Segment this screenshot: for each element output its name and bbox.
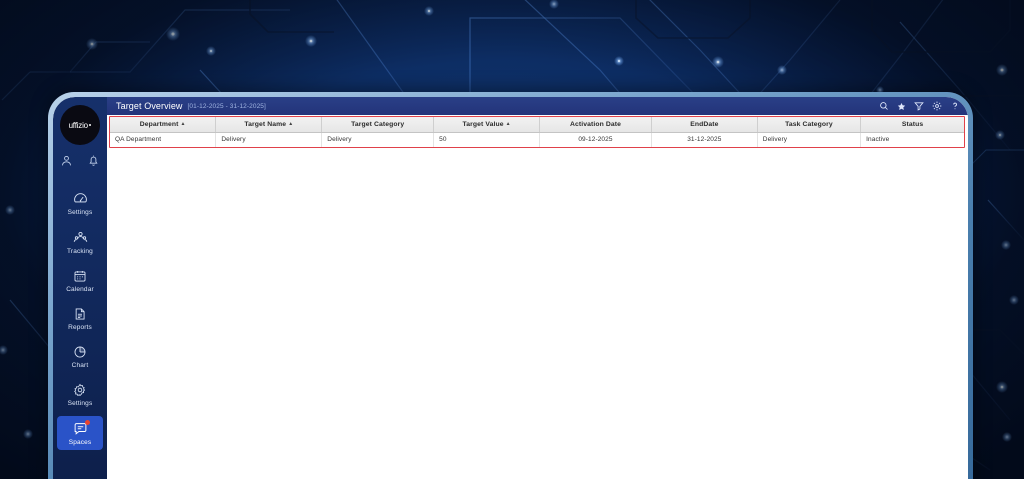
titlebar-icon-group: [879, 101, 960, 111]
sidebar-item-settings-dashboard[interactable]: Settings: [57, 186, 103, 220]
sidebar-item-calendar[interactable]: Calendar: [57, 264, 103, 297]
sidebar-item-label: Tracking: [67, 248, 93, 255]
main-content: Target Overview [01-12-2025 - 31-12-2025…: [107, 97, 968, 479]
logo-dot: [88, 123, 92, 127]
column-header-department[interactable]: Department ▲: [110, 117, 217, 133]
panel-titlebar: Target Overview [01-12-2025 - 31-12-2025…: [107, 97, 968, 115]
page-title: Target Overview: [116, 101, 183, 111]
column-label: Status: [901, 120, 924, 128]
target-overview-table: Department ▲ Target Name ▲ Target Category…: [110, 117, 964, 147]
search-icon[interactable]: [879, 101, 889, 111]
sort-caret-icon: ▲: [505, 120, 511, 127]
sidebar-item-tracking[interactable]: Tracking: [57, 225, 103, 259]
column-header-target-value[interactable]: Target Value ▲: [433, 117, 541, 133]
column-label: Department: [139, 120, 179, 128]
cell-activation-date: 09-12-2025: [539, 132, 652, 147]
cell-status: Inactive: [860, 132, 964, 147]
table-header-row: Department ▲ Target Name ▲ Target Category…: [110, 117, 964, 133]
column-label: Activation Date: [569, 120, 621, 128]
column-header-target-category[interactable]: Target Category: [321, 117, 435, 133]
sort-caret-icon: ▲: [180, 120, 186, 127]
gear-icon[interactable]: [932, 101, 942, 111]
sidebar-item-spaces[interactable]: Spaces: [57, 416, 103, 450]
cell-target-name: Delivery: [215, 132, 323, 147]
bell-icon[interactable]: [87, 154, 100, 172]
sidebar-item-label: Settings: [67, 400, 93, 407]
sidebar-top-icons: [60, 154, 100, 172]
cell-task-category: Delivery: [757, 132, 862, 147]
column-label: Task Category: [785, 120, 833, 128]
cell-end-date: 31-12-2025: [651, 132, 758, 147]
highlighted-table-region: Department ▲ Target Name ▲ Target Category…: [109, 116, 965, 148]
sidebar-item-reports[interactable]: Reports: [57, 302, 103, 335]
sidebar-item-chart[interactable]: Chart: [57, 340, 103, 373]
column-header-end-date[interactable]: EndDate: [651, 117, 758, 133]
star-icon[interactable]: [897, 102, 906, 111]
column-label: Target Value: [462, 120, 504, 128]
sidebar-item-label: Settings: [67, 209, 93, 216]
application-inner: uffizio: [53, 97, 968, 479]
date-range-label: [01-12-2025 - 31-12-2025]: [187, 102, 266, 110]
column-header-task-category[interactable]: Task Category: [757, 117, 862, 133]
cell-target-value: 50: [433, 132, 541, 147]
user-icon[interactable]: [60, 154, 73, 172]
application-window: uffizio: [48, 92, 973, 479]
table-row[interactable]: QA Department Delivery Delivery 50 09-12…: [110, 132, 964, 147]
sort-caret-icon: ▲: [288, 120, 294, 127]
help-icon[interactable]: [950, 101, 960, 111]
sidebar-item-label: Calendar: [66, 286, 94, 293]
sidebar: uffizio: [53, 97, 107, 479]
sidebar-item-label: Spaces: [68, 439, 92, 446]
notification-badge-dot: [85, 420, 90, 425]
column-label: EndDate: [690, 120, 719, 128]
uffizio-logo[interactable]: uffizio: [60, 105, 100, 145]
cell-target-category: Delivery: [321, 132, 435, 147]
cell-department: QA Department: [110, 132, 217, 147]
column-header-target-name[interactable]: Target Name ▲: [215, 117, 323, 133]
sidebar-item-label: Reports: [68, 324, 92, 331]
filter-icon[interactable]: [914, 101, 924, 111]
column-label: Target Name: [244, 120, 287, 128]
sidebar-item-label: Chart: [71, 362, 89, 369]
column-label: Target Category: [351, 120, 405, 128]
sidebar-item-settings[interactable]: Settings: [57, 378, 103, 411]
column-header-status[interactable]: Status: [860, 117, 964, 133]
column-header-activation-date[interactable]: Activation Date: [539, 117, 652, 133]
logo-label: uffizio: [68, 120, 89, 130]
